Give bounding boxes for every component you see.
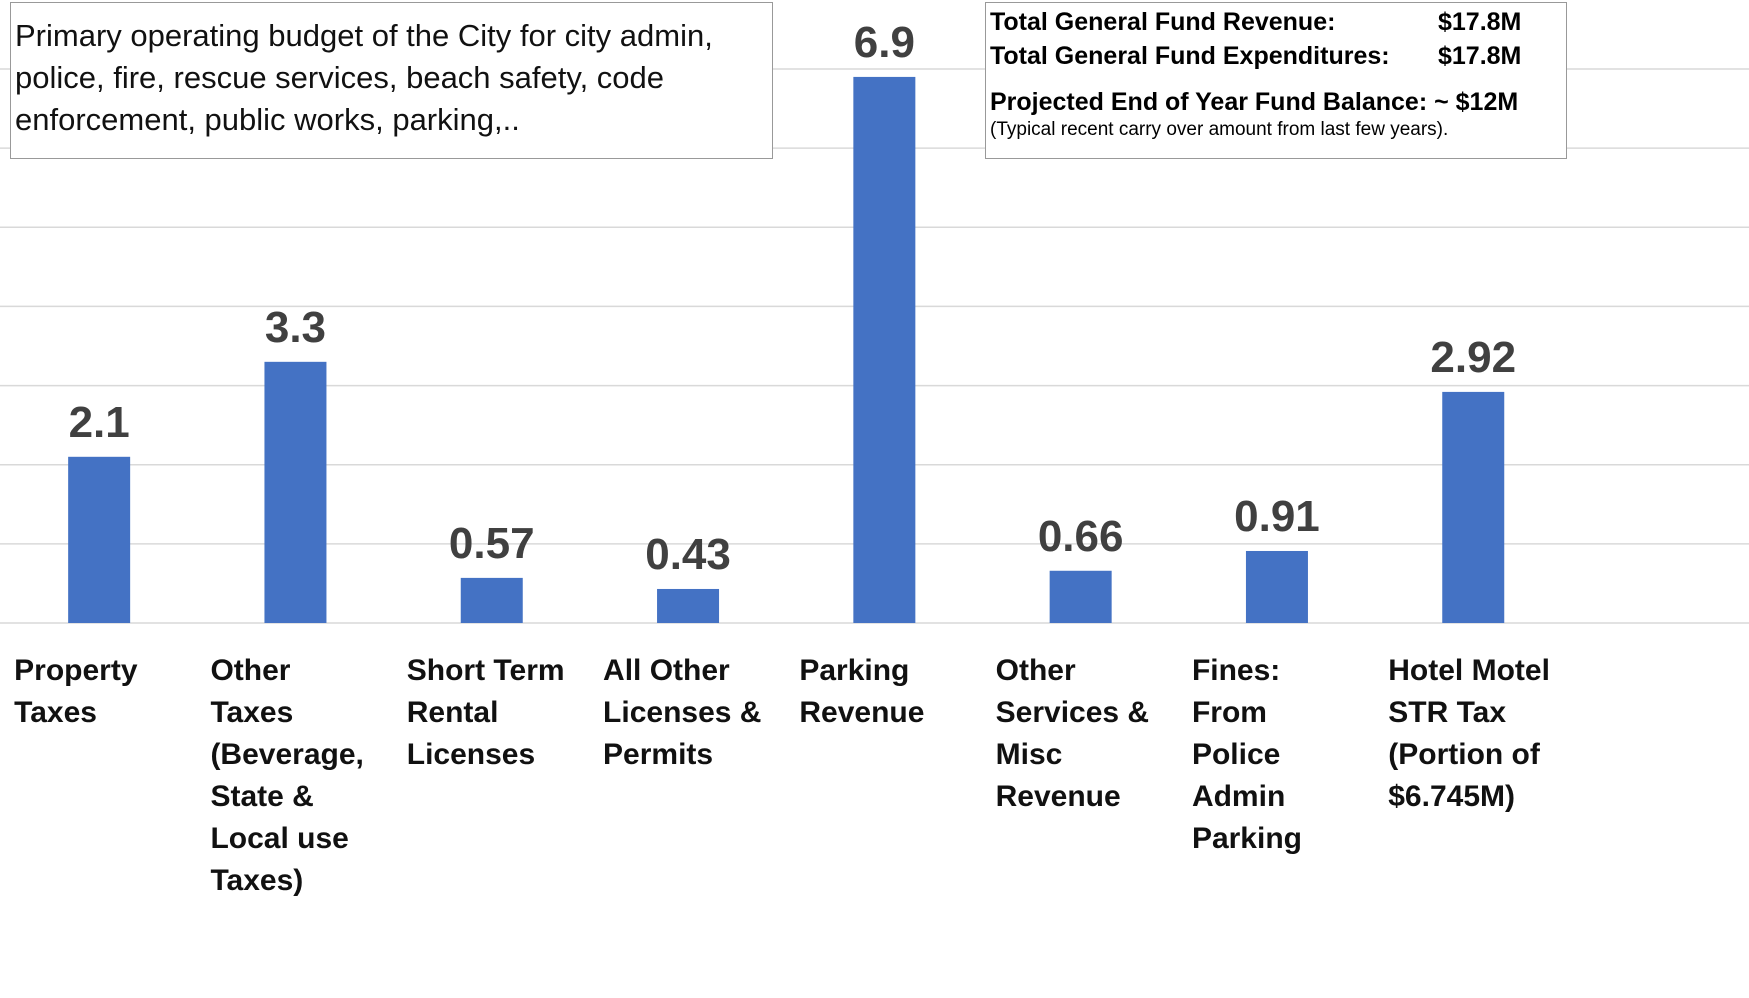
value-label: 3.3 <box>265 303 326 352</box>
value-label: 6.9 <box>854 18 915 67</box>
value-label: 0.57 <box>449 519 535 568</box>
x-tick-label-box: Other Taxes (Beverage, State & Local use… <box>197 650 393 902</box>
summary-row: Total General Fund Revenue: $17.8M <box>990 5 1562 39</box>
bar <box>1049 570 1112 623</box>
balance: Projected End of Year Fund Balance: ~ $1… <box>990 88 1519 116</box>
value-label: 0.91 <box>1234 492 1320 541</box>
bar <box>1245 550 1308 623</box>
x-tick-label-box: Property Taxes <box>1 650 197 734</box>
x-tick-label: Other Taxes (Beverage, State & Local use… <box>210 654 364 897</box>
x-tick-label-box: All Other Licenses & Permits <box>590 650 786 776</box>
summary-row: Total General Fund Expenditures: $17.8M <box>990 39 1562 73</box>
value-label: 0.66 <box>1038 512 1124 561</box>
summary-value: $17.8M <box>1438 8 1522 36</box>
x-tick-label: Short Term Rental Licenses <box>406 654 565 771</box>
bar <box>657 588 720 623</box>
x-tick-label-box: Short Term Rental Licenses <box>394 650 590 776</box>
x-tick-label-box: Fines: From Police Admin Parking <box>1179 650 1375 860</box>
bar <box>853 76 916 623</box>
value-label: 2.1 <box>69 398 130 447</box>
x-tick-label: Hotel Motel STR Tax (Portion of $6.745M) <box>1388 654 1550 813</box>
description: Primary operating budget of the City for… <box>15 18 713 137</box>
description-box: Primary operating budget of the City for… <box>10 2 773 159</box>
bar <box>264 361 327 623</box>
x-tick-label-box: Other Services & Misc Revenue <box>983 650 1179 818</box>
summary-box: Total General Fund Revenue: $17.8M Total … <box>985 2 1567 159</box>
x-tick-label: Property Taxes <box>14 654 138 729</box>
note: (Typical recent carry over amount from l… <box>990 119 1449 140</box>
bar <box>460 577 523 623</box>
bar <box>1442 391 1505 623</box>
value-label: 0.43 <box>645 530 731 579</box>
bar <box>68 456 131 623</box>
x-tick-label: All Other Licenses & Permits <box>603 654 762 771</box>
x-tick-label-box: Parking Revenue <box>786 650 982 734</box>
summary-label: Total General Fund Revenue: <box>990 8 1336 36</box>
x-tick-label: Fines: From Police Admin Parking <box>1191 654 1302 855</box>
x-tick-label: Parking Revenue <box>799 654 925 729</box>
x-tick-label-box: Hotel Motel STR Tax (Portion of $6.745M) <box>1375 650 1571 818</box>
value-label: 2.92 <box>1430 333 1516 382</box>
x-tick-label: Other Services & Misc Revenue <box>995 654 1150 813</box>
summary-value: $17.8M <box>1438 42 1522 70</box>
summary-label: Total General Fund Expenditures: <box>990 42 1390 70</box>
